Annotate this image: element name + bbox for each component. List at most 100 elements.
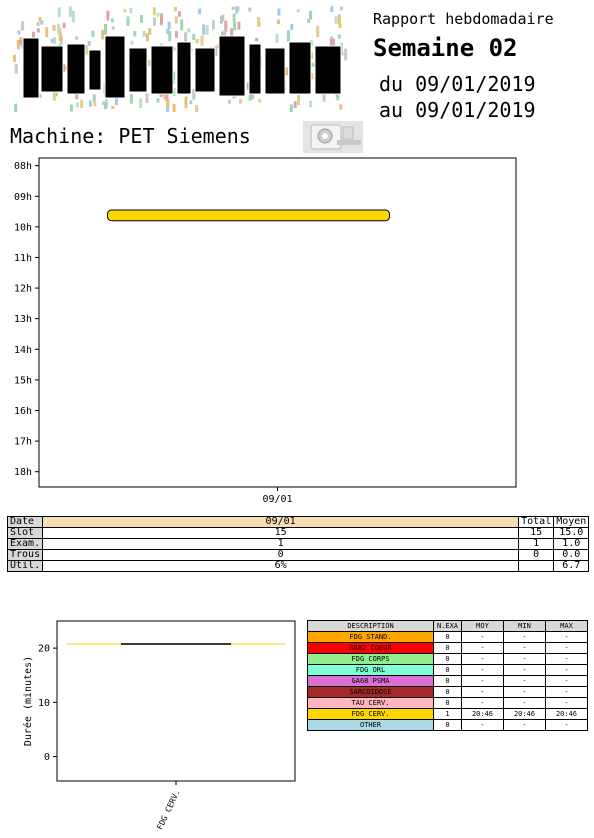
exam-row: RB82 COEUR 0- - - xyxy=(307,642,588,654)
scanner-image xyxy=(303,121,363,153)
duration-x-tick-label: FDG CERV. xyxy=(155,788,181,831)
exam-count: 0 xyxy=(433,631,462,643)
schedule-y-tick-label: 10h xyxy=(14,222,32,233)
summary-row: Slot 15 15 15.0 xyxy=(6,527,590,539)
logo-image xyxy=(13,6,348,112)
exam-max: - xyxy=(545,664,588,676)
exam-header-moy: MOY xyxy=(461,620,504,632)
schedule-y-tick-label: 17h xyxy=(14,437,32,448)
summary-row-label: Util. xyxy=(6,560,44,572)
summary-header-day: 09/01 xyxy=(42,516,520,528)
exam-moy: - xyxy=(461,653,504,665)
exam-moy: - xyxy=(461,719,504,731)
exam-max: - xyxy=(545,631,588,643)
exam-moy: - xyxy=(461,642,504,654)
exam-min: - xyxy=(503,653,546,665)
summary-row-label: Exam. xyxy=(6,538,44,550)
summary-row: Exam. 1 1 1.0 xyxy=(6,538,590,550)
exam-row: GA68 PSMA 0- - - xyxy=(307,675,588,687)
summary-cell: 1 xyxy=(42,538,520,550)
summary-cell: 0 xyxy=(42,549,520,561)
summary-header-total: Total xyxy=(518,516,555,528)
schedule-y-tick-label: 08h xyxy=(14,161,32,172)
exam-max: - xyxy=(545,653,588,665)
exam-moy: 20:46 xyxy=(461,708,504,720)
week-title: Semaine 02 xyxy=(373,34,518,62)
exam-row: OTHER 0- - - xyxy=(307,719,588,731)
schedule-y-tick-label: 15h xyxy=(14,375,32,386)
exam-max: - xyxy=(545,697,588,709)
summary-header-moyen: Moyen xyxy=(553,516,590,528)
exam-min: 20:46 xyxy=(503,708,546,720)
exam-count: 1 xyxy=(433,708,462,720)
schedule-y-tick-label: 09h xyxy=(14,192,32,203)
exam-label: OTHER xyxy=(307,719,434,731)
exam-row: TAU CERV. 0- - - xyxy=(307,697,588,709)
summary-row-label: Slot xyxy=(6,527,44,539)
exam-max: - xyxy=(545,675,588,687)
schedule-chart: 08h 09h 10h 11h 12h 13h 14h 15h 16h 17h 18h 09/01 xyxy=(14,157,517,505)
schedule-y-tick-label: 12h xyxy=(14,284,32,295)
exam-count: 0 xyxy=(433,686,462,698)
exam-count: 0 xyxy=(433,719,462,731)
exam-moy: - xyxy=(461,697,504,709)
exam-label: FDG STAND. xyxy=(307,631,434,643)
exam-label: TAU CERV. xyxy=(307,697,434,709)
exam-count: 0 xyxy=(433,697,462,709)
summary-cell: 0.0 xyxy=(553,549,590,561)
schedule-exam-bar xyxy=(107,209,390,222)
duration-y-tick-label: 0 xyxy=(44,752,50,763)
schedule-y-tick-label: 18h xyxy=(14,467,32,478)
report-type-label: Rapport hebdomadaire xyxy=(373,10,554,28)
date-from: du 09/01/2019 xyxy=(379,72,536,96)
duration-plot-frame xyxy=(56,620,296,782)
schedule-y-tick-label: 11h xyxy=(14,253,32,264)
exam-header-max: MAX xyxy=(545,620,588,632)
exam-min: - xyxy=(503,697,546,709)
exam-moy: - xyxy=(461,664,504,676)
exam-label: RB82 COEUR xyxy=(307,642,434,654)
duration-y-axis-label: Durée (minutes) xyxy=(22,656,34,746)
summary-row: Trous 0 0 0.0 xyxy=(6,549,590,561)
exam-min: - xyxy=(503,664,546,676)
exam-max: - xyxy=(545,686,588,698)
duration-y-tick-label: 20 xyxy=(38,644,50,655)
exam-table: DESCRIPTION N.EXA MOY MIN MAX FDG STAND.… xyxy=(307,620,588,731)
schedule-y-tick-label: 14h xyxy=(14,345,32,356)
exam-count: 0 xyxy=(433,642,462,654)
duration-chart: Durée (minutes) 0 10 20 FDG CERV. xyxy=(22,620,296,831)
summary-cell: 0 xyxy=(518,549,555,561)
exam-label: FDG ORL xyxy=(307,664,434,676)
exam-moy: - xyxy=(461,675,504,687)
summary-cell: 6.7 xyxy=(553,560,590,572)
schedule-y-tick-label: 13h xyxy=(14,314,32,325)
exam-min: - xyxy=(503,719,546,731)
exam-min: - xyxy=(503,642,546,654)
exam-count: 0 xyxy=(433,653,462,665)
schedule-x-tick-label: 09/01 xyxy=(262,494,292,505)
summary-cell: 15.0 xyxy=(553,527,590,539)
summary-cell: 1.0 xyxy=(553,538,590,550)
exam-min: - xyxy=(503,686,546,698)
exam-header-nexa: N.EXA xyxy=(433,620,462,632)
exam-min: - xyxy=(503,675,546,687)
summary-cell: 1 xyxy=(518,538,555,550)
summary-row: Util. 6% 6.7 xyxy=(6,560,590,572)
schedule-plot-frame xyxy=(38,157,517,488)
summary-cell: 15 xyxy=(42,527,520,539)
summary-cell: 15 xyxy=(518,527,555,539)
exam-min: - xyxy=(503,631,546,643)
duration-y-tick-label: 10 xyxy=(38,698,50,709)
summary-cell: 6% xyxy=(42,560,520,572)
exam-row: SARCOIDOSE 0- - - xyxy=(307,686,588,698)
exam-label: FDG CERV. xyxy=(307,708,434,720)
summary-header-row: Date 09/01 Total Moyen xyxy=(6,516,590,528)
summary-row-label: Trous xyxy=(6,549,44,561)
summary-cell xyxy=(518,560,555,572)
machine-title: Machine: PET Siemens xyxy=(10,124,251,148)
exam-label: GA68 PSMA xyxy=(307,675,434,687)
exam-row: FDG ORL 0- - - xyxy=(307,664,588,676)
exam-row: FDG CORPS 0- - - xyxy=(307,653,588,665)
exam-max: - xyxy=(545,642,588,654)
exam-header-min: MIN xyxy=(503,620,546,632)
